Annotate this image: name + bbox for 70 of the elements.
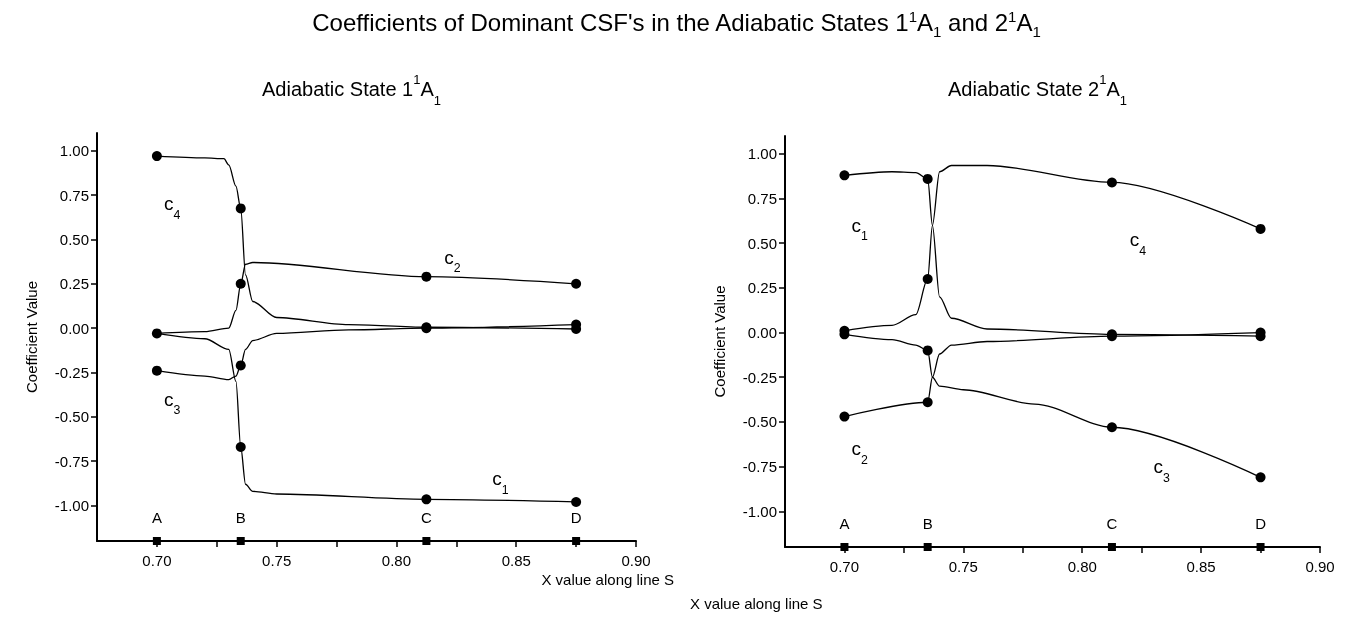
point [1107,543,1116,551]
point [152,537,161,545]
point [922,173,933,184]
point [235,203,246,214]
y-tick-label: -0.50 [54,408,89,426]
y-tick-label: -0.25 [742,368,777,386]
x-tick-label: 0.85 [501,552,531,569]
chart-title: Coefficients of Dominant CSF's in the Adiabatic States 1$^{1}$A$_{1}$ and 2$^{1}$A$_{1}$ [311,8,1042,40]
point [235,360,246,371]
y-tick-label: -0.25 [54,363,89,381]
x-tick-label: 0.90 [621,552,651,569]
point [571,278,582,289]
y-tick-label: 0.75 [59,186,89,204]
y-tick-label: -0.50 [742,413,777,431]
annotation: C [420,509,432,526]
x-tick-label: 0.80 [1067,558,1097,575]
y-tick-label: 1.00 [747,145,777,163]
y-tick-label: 0.25 [747,279,777,297]
y-tick-label: -0.75 [742,458,777,476]
point [839,170,850,181]
y-tick-label: 0.25 [59,275,89,293]
annotation: D [570,509,582,526]
point [1106,422,1117,433]
x-tick-label: 0.75 [948,558,978,575]
x-tick-label: 0.75 [262,552,292,569]
y-tick-label: -1.00 [54,497,89,515]
point [1255,472,1266,483]
annotation: B [235,509,246,526]
y-axis-title: Coefficient Value [23,280,40,394]
point [236,537,245,545]
y-tick-label: 0.75 [747,190,777,208]
point [922,273,933,284]
y-tick-label: 0.00 [59,319,89,337]
point [151,151,162,162]
point [922,345,933,356]
point [422,537,431,545]
y-tick-label: -0.75 [54,452,89,470]
y-axis-title: Coefficient Value [711,285,728,398]
point [421,494,432,505]
y-tick-label: 0.00 [747,324,777,342]
point [923,543,932,551]
y-tick-label: 0.50 [747,234,777,252]
point [922,397,933,408]
y-tick-label: 0.50 [59,230,89,248]
x-tick-label: 0.80 [381,552,412,569]
point [839,411,850,422]
x-tick-label: 0.90 [1305,558,1335,575]
point [151,365,162,376]
point [1256,543,1265,551]
point [572,537,581,545]
annotation: D [1255,515,1267,532]
x-tick-label: 0.70 [829,558,860,575]
y-tick-label: -1.00 [742,502,777,520]
annotation: A [151,509,162,526]
point [151,328,162,339]
x-tick-label: 0.85 [1186,558,1216,575]
point [1106,177,1117,188]
point [421,271,432,282]
point [235,278,246,289]
x-axis-title: X value along line S [690,595,823,612]
annotation: A [839,515,850,532]
annotation: C [1106,515,1118,532]
y-tick-label: 1.00 [59,142,89,160]
point [840,543,849,551]
point [571,496,582,507]
x-tick-label: 0.70 [142,552,172,569]
point [235,441,246,452]
point [1255,223,1266,234]
annotation: B [922,515,933,532]
x-axis-title: X value along line S [541,571,674,588]
